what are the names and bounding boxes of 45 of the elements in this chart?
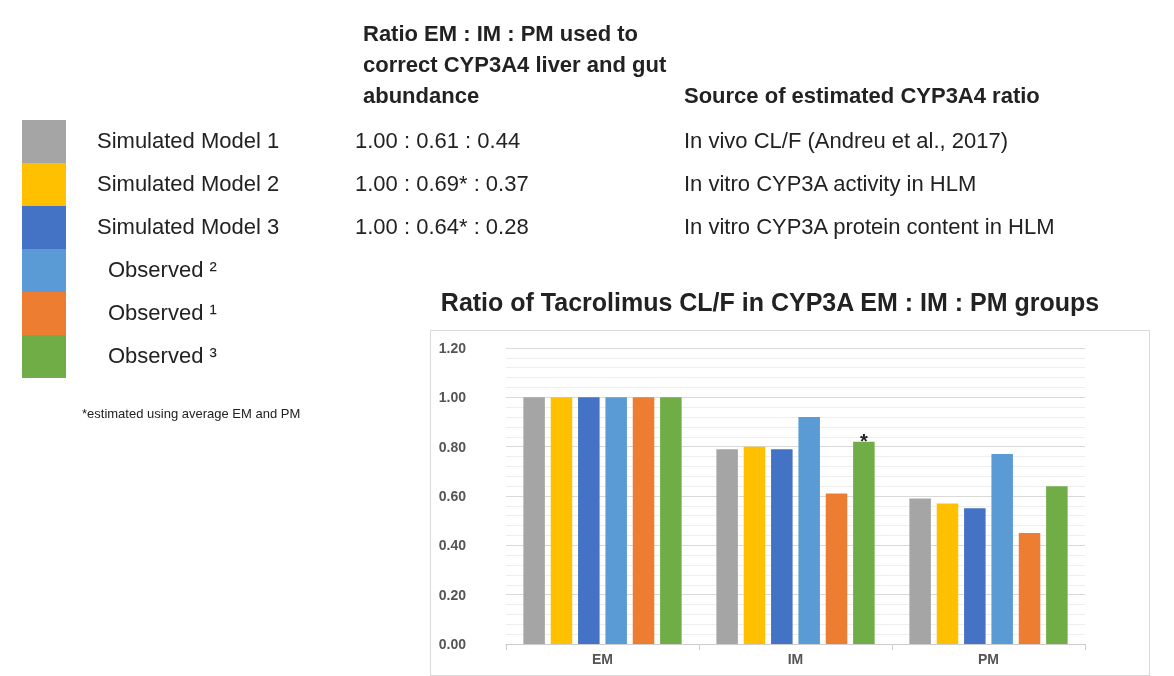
text: 1.00 : 0.64* : 0.28 [355, 214, 529, 240]
bar [771, 449, 793, 644]
y-tick-label: 0.20 [438, 586, 467, 603]
y-tick-label: 1.20 [438, 340, 467, 356]
bar [798, 417, 820, 644]
annotation: * [859, 429, 868, 452]
bar [716, 449, 738, 644]
y-tick-label: 0.40 [438, 537, 467, 554]
bar [1018, 533, 1041, 644]
y-tick-label: 0.80 [438, 438, 467, 455]
x-tick-label: EM [592, 651, 613, 667]
bar [578, 397, 600, 644]
bar [632, 397, 655, 644]
text: *estimated using average EM and PM [82, 406, 301, 421]
bar [743, 446, 766, 644]
text: In vivo CL/F (Andreu et al., 2017) [684, 128, 1009, 154]
y-tick-label: 0.00 [438, 636, 467, 652]
text: 1.00 : 0.69* : 0.37 [355, 171, 529, 197]
text: In vitro CYP3A activity in HLM [684, 171, 977, 197]
bar [936, 503, 959, 644]
x-tick-label: PM [978, 651, 999, 667]
text: Ratio EM : IM : PM used to correct CYP3A4 liver and gut abundance [363, 20, 668, 110]
legend-label: Simulated Model 2 [97, 171, 280, 197]
bar [605, 397, 627, 644]
bar [991, 454, 1013, 644]
y-tick-label: 0.60 [438, 488, 467, 504]
bar [853, 441, 875, 644]
x-tick-label: IM [787, 651, 804, 667]
legend-label: Observed ¹ [108, 300, 217, 326]
source-note: Source of estimated CYP3A4 ratio [684, 82, 1040, 110]
legend-label: Observed ³ [108, 343, 217, 369]
bar [523, 397, 545, 644]
chart-title: Ratio of Tacrolimus CL/F in CYP3A EM : IM : PM groups [440, 287, 1100, 316]
bar [964, 508, 986, 644]
legend-label: Simulated Model 3 [97, 214, 280, 240]
text: In vitro CYP3A protein content in HLM [684, 214, 1055, 240]
bar [550, 397, 573, 644]
text: 1.00 : 0.61 : 0.44 [355, 128, 521, 154]
y-tick-label: 1.00 [438, 389, 467, 406]
bar [1046, 486, 1068, 644]
legend-label: Simulated Model 1 [97, 128, 280, 154]
bar [909, 498, 931, 644]
bar [825, 493, 848, 644]
legend-label: Observed ² [108, 257, 217, 283]
bar [660, 397, 682, 644]
